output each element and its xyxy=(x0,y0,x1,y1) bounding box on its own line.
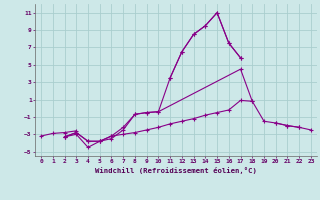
X-axis label: Windchill (Refroidissement éolien,°C): Windchill (Refroidissement éolien,°C) xyxy=(95,167,257,174)
